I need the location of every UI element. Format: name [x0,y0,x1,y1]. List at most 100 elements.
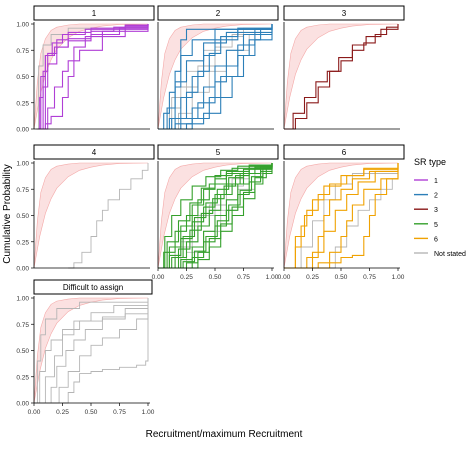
legend-title: SR type [414,157,446,167]
legend-entry: 2 [414,193,438,200]
series-line-6 [301,163,399,269]
series-line-not-stated [62,298,149,404]
y-tick-label: 0.00 [16,127,29,134]
y-tick-label: 0.25 [16,374,29,381]
facet-strip [283,144,405,160]
y-tick-label: 0.50 [16,74,29,81]
y-tick-label: 0.75 [16,48,29,55]
series-line-5 [180,163,273,269]
series-line-not-stated [34,298,149,404]
y-tick-label: 0.50 [16,213,29,220]
series-line-2 [158,24,273,130]
legend-entry: Not stated [414,251,466,258]
legend-entry: 1 [414,178,438,185]
panels-layer: 1 0.00 0.25 0.50 0.75 1.00 2 3 4 0.00 0.25 0.50 0.75… [16,5,405,416]
x-tick-label: 0.75 [113,409,126,416]
legend: SR type 1 2 3 5 6 Not stated [414,157,466,258]
panel-7: Difficult to assign 0.00 0.25 0.50 0.75 1.00 0… [16,279,155,416]
series-line-5 [158,163,273,269]
x-tick-label: 0.00 [278,274,291,281]
series-line-6 [306,163,399,269]
reference-band [157,162,273,269]
series-line-6 [284,163,399,269]
panel-2: 2 [157,5,279,130]
legend-label: 5 [434,222,438,229]
reference-band [283,23,399,130]
x-tick-label: 1.00 [392,274,405,281]
series-line-6 [295,163,399,269]
x-tick-label: 0.50 [85,409,98,416]
series-line-5 [163,163,273,269]
series-line-not-stated [39,298,149,404]
legend-entry: 5 [414,222,438,229]
x-tick-label: 0.25 [180,274,193,281]
reference-band [33,297,149,404]
x-tick-label: 0.75 [363,274,376,281]
legend-label: 1 [434,178,438,185]
x-tick-label: 0.50 [209,274,222,281]
legend-label: Not stated [434,251,466,258]
series-line-not-stated [45,298,149,404]
series-line-not-stated [318,163,399,269]
series-line-2 [163,24,273,130]
reference-band [283,162,399,269]
y-tick-label: 0.00 [16,266,29,273]
series-line-not-stated [68,163,149,269]
series-line-not-stated [51,298,149,404]
series-line-3 [284,24,399,130]
y-tick-label: 1.00 [16,161,29,168]
y-tick-label: 0.50 [16,348,29,355]
facet-strip [157,144,279,160]
legend-label: 3 [434,207,438,214]
x-axis-label: Recruitment/maximum Recruitment [146,429,303,440]
y-tick-label: 0.25 [16,239,29,246]
x-tick-label: 0.50 [335,274,348,281]
series-line-5 [167,163,273,269]
series-line-1 [43,24,149,130]
facet-title: 1 [92,9,97,18]
panel-6: 6 0.00 0.25 0.50 0.75 1.00 [278,144,405,281]
facet-strip [33,279,153,295]
series-line-5 [160,163,273,269]
panel-3: 3 [283,5,405,130]
facet-title: Difficult to assign [63,283,123,292]
x-tick-label: 1.00 [142,409,155,416]
x-tick-label: 0.25 [56,409,69,416]
facet-title: 6 [342,148,347,157]
facet-strip [157,5,279,21]
y-tick-label: 0.75 [16,187,29,194]
x-tick-label: 0.75 [237,274,250,281]
facet-title: 3 [342,9,347,18]
y-tick-label: 0.75 [16,322,29,329]
x-tick-label: 0.00 [28,409,41,416]
panel-5: 5 0.00 0.25 0.50 0.75 1.00 [152,144,279,281]
series-line-2 [180,24,273,130]
facet-strip [283,5,405,21]
reference-band [33,23,149,130]
facet-title: 4 [92,148,97,157]
legend-label: 6 [434,236,438,243]
x-tick-label: 0.00 [152,274,165,281]
y-axis-label: Cumulative Probability [2,164,13,264]
legend-entry: 6 [414,236,438,243]
series-line-6 [312,163,399,269]
y-tick-label: 1.00 [16,296,29,303]
facet-title: 5 [216,148,221,157]
legend-entry: 3 [414,207,438,214]
facet-strip [33,5,155,21]
series-line-2 [169,24,273,130]
series-line-5 [175,163,273,269]
y-tick-label: 0.00 [16,401,29,408]
facet-strip [33,144,155,160]
x-tick-label: 1.00 [266,274,279,281]
series-line-3 [284,24,399,130]
y-tick-label: 0.25 [16,100,29,107]
reference-band [33,162,149,269]
y-tick-label: 1.00 [16,22,29,29]
series-line-5 [171,163,273,269]
series-line-1 [38,24,149,130]
legend-label: 2 [434,193,438,200]
x-tick-label: 0.25 [306,274,319,281]
